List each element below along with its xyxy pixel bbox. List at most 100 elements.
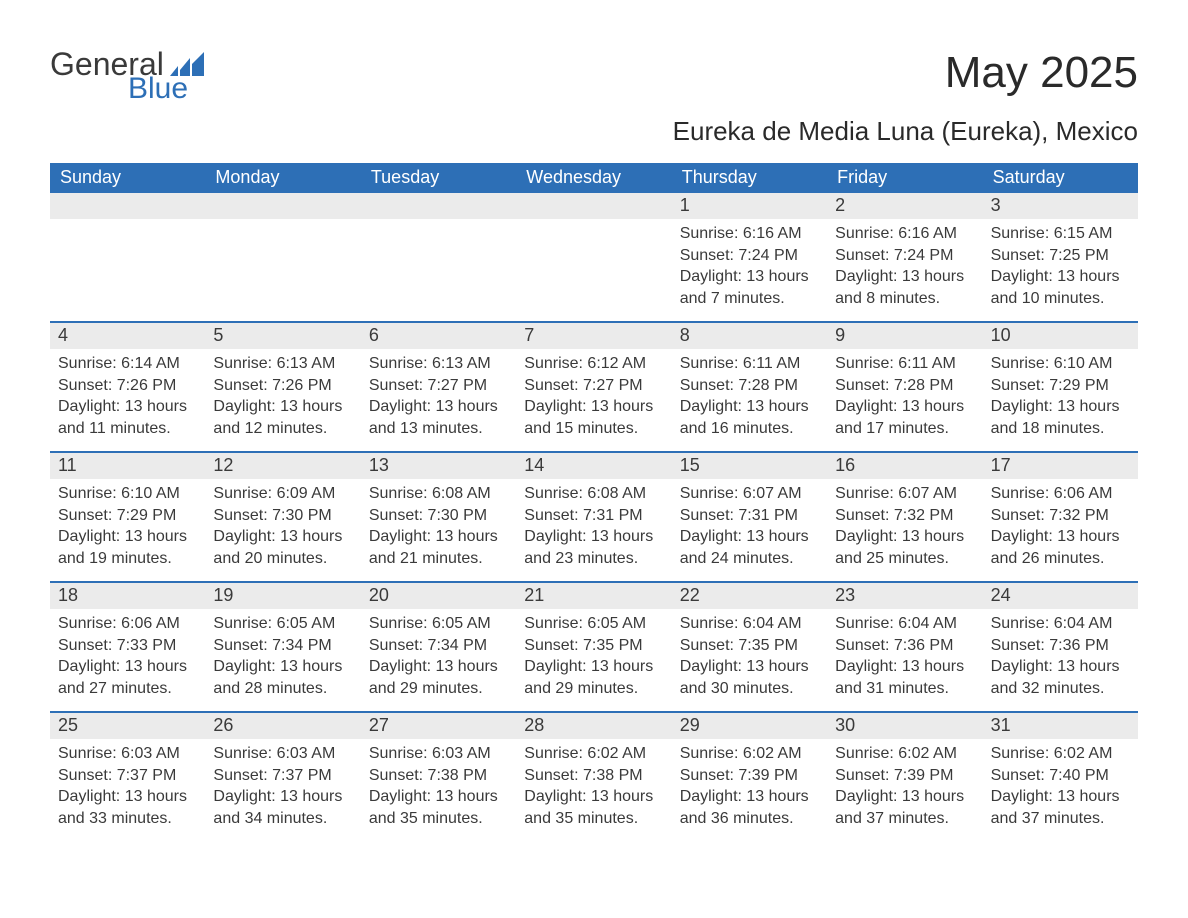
- weekday-header: Monday: [205, 163, 360, 193]
- calendar-cell: 6Sunrise: 6:13 AMSunset: 7:27 PMDaylight…: [361, 323, 516, 451]
- daylight-text: Daylight: 13 hours: [58, 786, 197, 808]
- calendar-cell: 26Sunrise: 6:03 AMSunset: 7:37 PMDayligh…: [205, 713, 360, 841]
- sunset-text: Sunset: 7:38 PM: [369, 765, 508, 787]
- day-details: Sunrise: 6:14 AMSunset: 7:26 PMDaylight:…: [50, 349, 205, 439]
- daylight-text: Daylight: 13 hours: [213, 786, 352, 808]
- day-number: 23: [827, 583, 982, 609]
- daylight-text: Daylight: 13 hours: [680, 396, 819, 418]
- daylight-text: Daylight: 13 hours: [58, 526, 197, 548]
- day-details: Sunrise: 6:13 AMSunset: 7:26 PMDaylight:…: [205, 349, 360, 439]
- daylight-text: and 34 minutes.: [213, 808, 352, 830]
- sunset-text: Sunset: 7:30 PM: [213, 505, 352, 527]
- calendar-cell: 28Sunrise: 6:02 AMSunset: 7:38 PMDayligh…: [516, 713, 671, 841]
- daylight-text: and 35 minutes.: [524, 808, 663, 830]
- calendar-cell: 1Sunrise: 6:16 AMSunset: 7:24 PMDaylight…: [672, 193, 827, 321]
- day-details: Sunrise: 6:02 AMSunset: 7:38 PMDaylight:…: [516, 739, 671, 829]
- weekday-header: Saturday: [983, 163, 1138, 193]
- daylight-text: and 12 minutes.: [213, 418, 352, 440]
- day-details: Sunrise: 6:05 AMSunset: 7:35 PMDaylight:…: [516, 609, 671, 699]
- sunset-text: Sunset: 7:40 PM: [991, 765, 1130, 787]
- sunset-text: Sunset: 7:34 PM: [213, 635, 352, 657]
- daylight-text: and 29 minutes.: [369, 678, 508, 700]
- empty-day: [516, 193, 671, 219]
- daylight-text: Daylight: 13 hours: [524, 396, 663, 418]
- day-details: Sunrise: 6:02 AMSunset: 7:40 PMDaylight:…: [983, 739, 1138, 829]
- sunrise-text: Sunrise: 6:07 AM: [835, 483, 974, 505]
- sunrise-text: Sunrise: 6:16 AM: [835, 223, 974, 245]
- sunrise-text: Sunrise: 6:02 AM: [835, 743, 974, 765]
- day-number: 28: [516, 713, 671, 739]
- sunrise-text: Sunrise: 6:08 AM: [524, 483, 663, 505]
- sunrise-text: Sunrise: 6:05 AM: [213, 613, 352, 635]
- daylight-text: Daylight: 13 hours: [991, 396, 1130, 418]
- week-row: 11Sunrise: 6:10 AMSunset: 7:29 PMDayligh…: [50, 451, 1138, 581]
- daylight-text: and 35 minutes.: [369, 808, 508, 830]
- daylight-text: Daylight: 13 hours: [680, 266, 819, 288]
- sunrise-text: Sunrise: 6:10 AM: [991, 353, 1130, 375]
- day-details: Sunrise: 6:15 AMSunset: 7:25 PMDaylight:…: [983, 219, 1138, 309]
- calendar-cell: 20Sunrise: 6:05 AMSunset: 7:34 PMDayligh…: [361, 583, 516, 711]
- daylight-text: Daylight: 13 hours: [369, 526, 508, 548]
- sunrise-text: Sunrise: 6:05 AM: [524, 613, 663, 635]
- daylight-text: Daylight: 13 hours: [213, 396, 352, 418]
- day-number: 24: [983, 583, 1138, 609]
- daylight-text: and 7 minutes.: [680, 288, 819, 310]
- calendar-cell: 24Sunrise: 6:04 AMSunset: 7:36 PMDayligh…: [983, 583, 1138, 711]
- empty-day: [361, 193, 516, 219]
- daylight-text: Daylight: 13 hours: [58, 396, 197, 418]
- day-number: 27: [361, 713, 516, 739]
- day-details: Sunrise: 6:11 AMSunset: 7:28 PMDaylight:…: [827, 349, 982, 439]
- day-details: Sunrise: 6:07 AMSunset: 7:32 PMDaylight:…: [827, 479, 982, 569]
- weekday-header: Friday: [827, 163, 982, 193]
- day-number: 14: [516, 453, 671, 479]
- sunrise-text: Sunrise: 6:11 AM: [680, 353, 819, 375]
- daylight-text: and 33 minutes.: [58, 808, 197, 830]
- calendar-cell: 31Sunrise: 6:02 AMSunset: 7:40 PMDayligh…: [983, 713, 1138, 841]
- daylight-text: and 29 minutes.: [524, 678, 663, 700]
- daylight-text: and 23 minutes.: [524, 548, 663, 570]
- calendar-cell: 9Sunrise: 6:11 AMSunset: 7:28 PMDaylight…: [827, 323, 982, 451]
- day-number: 19: [205, 583, 360, 609]
- day-number: 5: [205, 323, 360, 349]
- sunrise-text: Sunrise: 6:04 AM: [680, 613, 819, 635]
- day-details: Sunrise: 6:08 AMSunset: 7:30 PMDaylight:…: [361, 479, 516, 569]
- day-number: 22: [672, 583, 827, 609]
- sunset-text: Sunset: 7:33 PM: [58, 635, 197, 657]
- sunrise-text: Sunrise: 6:12 AM: [524, 353, 663, 375]
- calendar-cell: [516, 193, 671, 321]
- empty-day: [50, 193, 205, 219]
- day-details: Sunrise: 6:02 AMSunset: 7:39 PMDaylight:…: [672, 739, 827, 829]
- calendar-cell: 29Sunrise: 6:02 AMSunset: 7:39 PMDayligh…: [672, 713, 827, 841]
- day-number: 31: [983, 713, 1138, 739]
- weekday-header: Thursday: [672, 163, 827, 193]
- sunrise-text: Sunrise: 6:04 AM: [991, 613, 1130, 635]
- day-number: 26: [205, 713, 360, 739]
- day-details: Sunrise: 6:10 AMSunset: 7:29 PMDaylight:…: [50, 479, 205, 569]
- day-details: Sunrise: 6:04 AMSunset: 7:35 PMDaylight:…: [672, 609, 827, 699]
- daylight-text: Daylight: 13 hours: [991, 526, 1130, 548]
- day-number: 12: [205, 453, 360, 479]
- day-details: Sunrise: 6:06 AMSunset: 7:32 PMDaylight:…: [983, 479, 1138, 569]
- daylight-text: and 20 minutes.: [213, 548, 352, 570]
- daylight-text: Daylight: 13 hours: [213, 526, 352, 548]
- sunrise-text: Sunrise: 6:07 AM: [680, 483, 819, 505]
- sunrise-text: Sunrise: 6:02 AM: [680, 743, 819, 765]
- calendar-cell: 8Sunrise: 6:11 AMSunset: 7:28 PMDaylight…: [672, 323, 827, 451]
- calendar-cell: 4Sunrise: 6:14 AMSunset: 7:26 PMDaylight…: [50, 323, 205, 451]
- day-number: 1: [672, 193, 827, 219]
- daylight-text: Daylight: 13 hours: [835, 786, 974, 808]
- day-number: 9: [827, 323, 982, 349]
- daylight-text: and 36 minutes.: [680, 808, 819, 830]
- day-details: Sunrise: 6:16 AMSunset: 7:24 PMDaylight:…: [827, 219, 982, 309]
- daylight-text: and 11 minutes.: [58, 418, 197, 440]
- calendar-cell: 3Sunrise: 6:15 AMSunset: 7:25 PMDaylight…: [983, 193, 1138, 321]
- day-number: 10: [983, 323, 1138, 349]
- calendar-cell: 5Sunrise: 6:13 AMSunset: 7:26 PMDaylight…: [205, 323, 360, 451]
- sunset-text: Sunset: 7:34 PM: [369, 635, 508, 657]
- daylight-text: Daylight: 13 hours: [369, 396, 508, 418]
- day-details: Sunrise: 6:12 AMSunset: 7:27 PMDaylight:…: [516, 349, 671, 439]
- sunrise-text: Sunrise: 6:05 AM: [369, 613, 508, 635]
- daylight-text: and 28 minutes.: [213, 678, 352, 700]
- sunset-text: Sunset: 7:36 PM: [991, 635, 1130, 657]
- sunrise-text: Sunrise: 6:14 AM: [58, 353, 197, 375]
